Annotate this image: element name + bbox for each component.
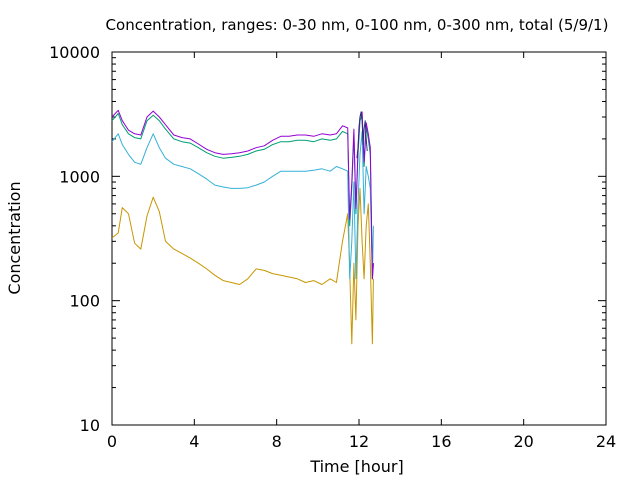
axis-ticks: 0 4 8 12 16 20 24 10 100 1000 10000 bbox=[49, 43, 616, 451]
x-tick-label: 16 bbox=[431, 432, 451, 451]
y-tick-label: 1000 bbox=[59, 167, 100, 186]
x-tick-label: 24 bbox=[596, 432, 616, 451]
x-axis-label: Time [hour] bbox=[309, 457, 403, 476]
y-tick-label: 10 bbox=[80, 416, 100, 435]
plot-frame bbox=[111, 51, 607, 426]
x-tick-label: 8 bbox=[272, 432, 282, 451]
y-tick-label: 100 bbox=[69, 292, 100, 311]
y-tick-label: 10000 bbox=[49, 43, 100, 62]
x-tick-label: 0 bbox=[107, 432, 117, 451]
x-tick-label: 4 bbox=[189, 432, 199, 451]
y-axis-label: Concentration bbox=[5, 181, 24, 294]
x-tick-label: 12 bbox=[349, 432, 369, 451]
data-series bbox=[111, 109, 374, 345]
series-line-2 bbox=[111, 130, 374, 280]
chart-title: Concentration, ranges: 0-30 nm, 0-100 nm… bbox=[106, 16, 609, 34]
x-tick-label: 20 bbox=[513, 432, 533, 451]
series-line-5 bbox=[356, 111, 368, 159]
series-line-4 bbox=[111, 109, 374, 280]
series-line-1 bbox=[111, 187, 374, 345]
